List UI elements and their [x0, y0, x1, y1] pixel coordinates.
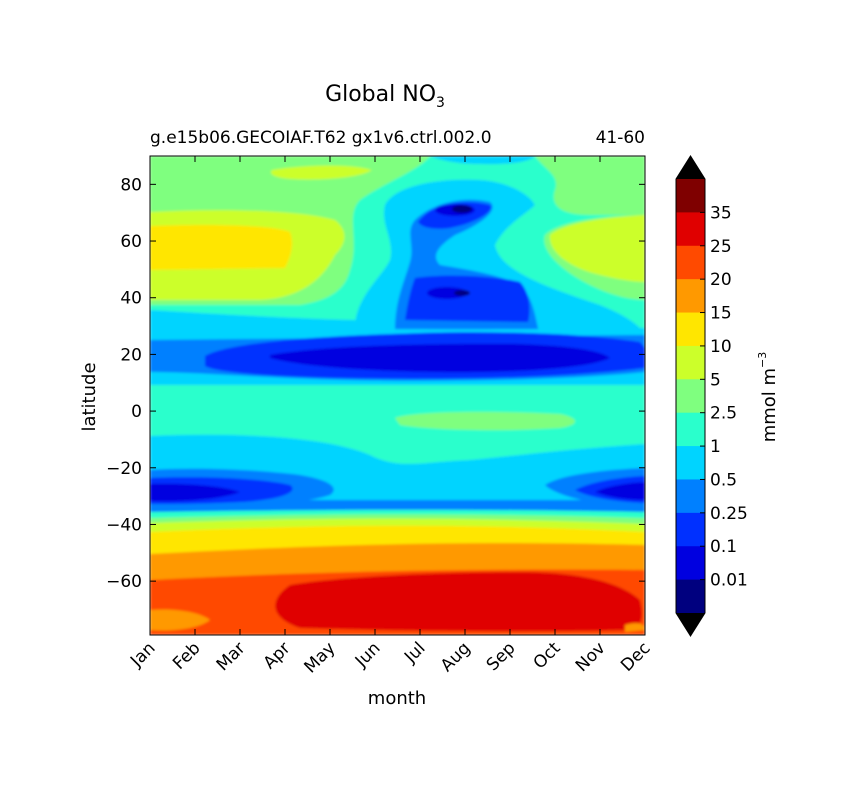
colorbar-tick-label: 25: [710, 237, 732, 257]
chart-title: Global NO3: [325, 82, 445, 111]
colorbar-tick-label: 15: [710, 304, 732, 324]
colorbar-segment: [676, 179, 705, 213]
colorbar-tick-label: 10: [710, 337, 732, 357]
chart-subtitle-right: 41-60: [596, 128, 645, 148]
y-tick-label: 40: [120, 289, 142, 309]
colorbar-segment: [676, 546, 705, 581]
colorbar-tick-label: 5: [710, 370, 721, 390]
x-tick-label: Nov: [572, 638, 610, 676]
colorbar-segment: [676, 345, 705, 380]
colorbar-tick-label: 0.1: [710, 537, 737, 557]
y-axis-label: latitude: [79, 362, 100, 431]
colorbar-tick-label: 0.01: [710, 571, 748, 591]
x-tick-label: Aug: [437, 638, 475, 676]
x-tick-label: Apr: [260, 638, 295, 673]
colorbar-segment: [676, 512, 705, 547]
colorbar-tick-label: 0.25: [710, 504, 748, 524]
y-tick-label: 0: [131, 402, 142, 422]
colorbar-segment: [676, 446, 705, 480]
x-tick-label: Jun: [351, 638, 385, 672]
x-tick-label: Oct: [530, 638, 565, 673]
x-tick-label: Sep: [483, 638, 520, 675]
colorbar-segment: [676, 379, 705, 414]
colorbar-segment: [676, 312, 705, 347]
colorbar-tick-label: 2.5: [710, 404, 737, 424]
x-tick-label: May: [301, 638, 340, 677]
colorbar-outline: [675, 155, 706, 637]
plot-frame: [149, 155, 646, 636]
colorbar-tick-label: 20: [710, 270, 732, 290]
colorbar-segment: [676, 279, 705, 314]
x-tick-label: Jul: [400, 638, 429, 667]
y-tick-label: −40: [106, 515, 142, 535]
colorbar: 0.01 0.1 0.25 0.5 1 2.5 5 10 15 20 25 35: [675, 155, 748, 637]
y-tick-label: 20: [120, 345, 142, 365]
colorbar-segment: [676, 479, 705, 514]
y-tick-label: 60: [120, 232, 142, 252]
colorbar-tick-label: 0.5: [710, 470, 737, 490]
colorbar-segment: [676, 579, 705, 614]
colorbar-label: mmol m−3: [756, 352, 780, 443]
chart-subtitle-left: g.e15b06.GECOIAF.T62 gx1v6.ctrl.002.0: [150, 128, 492, 148]
x-tick-label: Jan: [126, 638, 159, 671]
x-tick-label: Mar: [213, 638, 250, 675]
y-tick-label: −60: [106, 572, 142, 592]
colorbar-segment: [676, 412, 705, 447]
colorbar-segment: [676, 212, 705, 247]
contour-field: [150, 156, 645, 635]
y-tick-label: 80: [120, 175, 142, 195]
y-axis: 80 60 40 20 0 −20 −40 −60: [106, 175, 645, 592]
colorbar-extend-low: [676, 613, 705, 636]
colorbar-tick-label: 1: [710, 437, 721, 457]
colorbar-segment: [676, 245, 705, 280]
colorbar-extend-high: [676, 156, 705, 179]
chart-title-subscript: 3: [436, 95, 445, 111]
x-tick-label: Dec: [617, 638, 654, 675]
x-axis-label: month: [368, 688, 426, 709]
colorbar-tick-label: 35: [710, 203, 732, 223]
y-tick-label: −20: [106, 459, 142, 479]
x-tick-label: Feb: [169, 638, 204, 673]
colorbar-label-exponent: −3: [756, 352, 769, 368]
